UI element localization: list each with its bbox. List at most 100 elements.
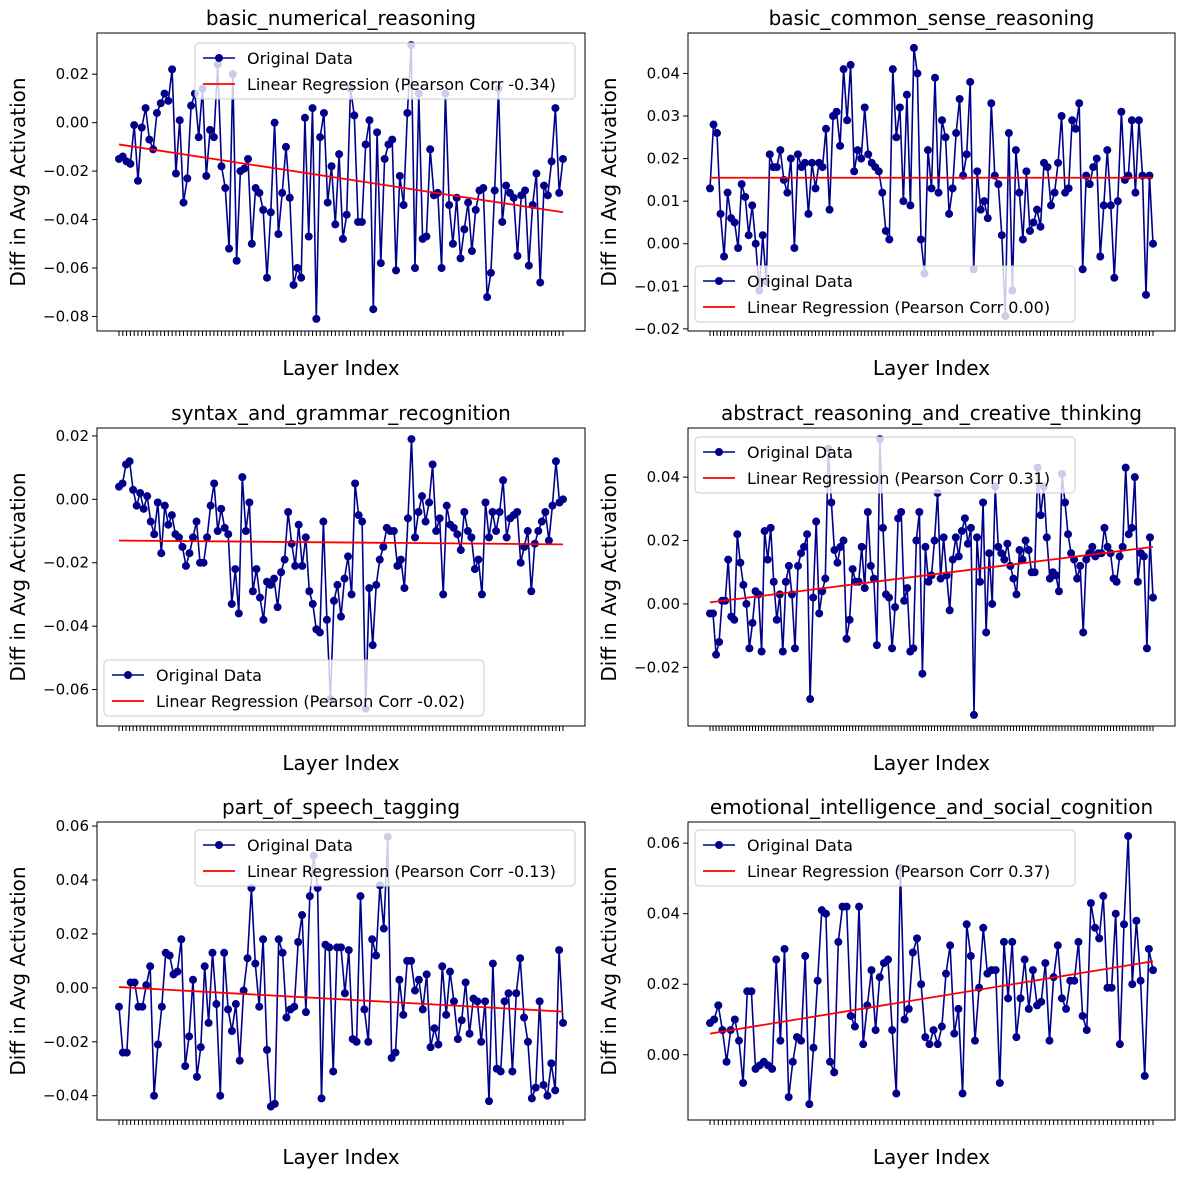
data-point (136, 488, 145, 497)
data-point (142, 981, 151, 990)
data-point (145, 135, 154, 144)
data-point (801, 952, 810, 961)
data-point (153, 498, 162, 507)
data-point (739, 580, 748, 589)
data-point (380, 154, 389, 163)
data-point (327, 162, 336, 171)
data-point (426, 145, 435, 154)
data-point (486, 268, 495, 277)
data-point (280, 555, 289, 564)
x-axis-label: Layer Index (282, 751, 399, 775)
data-point (437, 264, 446, 273)
data-point (1071, 124, 1080, 133)
data-point (1128, 980, 1137, 989)
data-point (206, 501, 215, 510)
data-point (1113, 197, 1122, 206)
data-point (544, 536, 553, 545)
data-point (969, 710, 978, 719)
data-point (1132, 916, 1141, 925)
data-point (421, 517, 430, 526)
y-tick-label: −0.01 (634, 277, 680, 295)
data-point (434, 1040, 443, 1049)
data-point (132, 501, 141, 510)
data-point (836, 542, 845, 551)
data-point (793, 150, 802, 159)
data-point (994, 180, 1003, 189)
data-point (1117, 107, 1126, 116)
legend-marker (124, 671, 132, 679)
data-point (146, 962, 155, 971)
data-point (512, 989, 521, 998)
data-point (885, 235, 894, 244)
legend-label-original: Original Data (747, 443, 853, 462)
data-point (473, 997, 482, 1006)
data-point (297, 273, 306, 282)
data-point (391, 1048, 400, 1057)
data-point (781, 577, 790, 586)
data-point (1073, 574, 1082, 583)
data-point (523, 1037, 532, 1046)
data-point (118, 479, 127, 488)
data-point (344, 946, 353, 955)
data-point (936, 574, 945, 583)
data-point (1028, 966, 1037, 975)
data-point (465, 1029, 474, 1038)
data-point (768, 1064, 777, 1073)
y-tick-label: 0.02 (56, 427, 89, 445)
data-point (892, 1089, 901, 1098)
data-point (730, 218, 739, 227)
data-point (274, 230, 283, 239)
regression-line (709, 545, 1154, 604)
data-point (780, 944, 789, 953)
data-point (850, 1022, 859, 1031)
data-point (845, 615, 854, 624)
data-point (270, 118, 279, 127)
data-point (204, 1018, 213, 1027)
data-point (411, 264, 419, 273)
data-point (231, 565, 240, 574)
data-point (192, 1072, 201, 1081)
data-point (456, 546, 465, 555)
data-point (1107, 983, 1116, 992)
x-axis-label: Layer Index (282, 1145, 399, 1169)
data-point (850, 167, 859, 176)
y-axis-label: Diff in Avg Activation (6, 472, 30, 681)
data-point (821, 909, 830, 918)
data-point (951, 533, 960, 542)
data-point (747, 987, 756, 996)
data-point (1062, 1004, 1071, 1013)
y-tick-label: −0.04 (43, 617, 89, 635)
data-point (1127, 116, 1136, 125)
data-point (712, 650, 721, 659)
data-point (954, 1004, 963, 1013)
data-point (175, 116, 184, 125)
data-point (1149, 966, 1157, 975)
data-point (1092, 154, 1101, 163)
data-point (1076, 561, 1085, 570)
regression-line (118, 986, 564, 1013)
data-point (724, 555, 733, 564)
legend (103, 659, 485, 717)
data-point (551, 1086, 560, 1095)
data-point (305, 587, 314, 596)
data-point (477, 590, 486, 599)
y-tick-label: −0.04 (43, 211, 89, 229)
data-point (899, 197, 908, 206)
data-point (776, 146, 785, 155)
data-point (921, 1033, 930, 1042)
data-point (803, 530, 812, 539)
y-tick-label: 0.00 (56, 490, 89, 508)
data-point (1074, 937, 1083, 946)
data-point (730, 1015, 739, 1024)
data-point (723, 188, 732, 197)
regression-line (118, 143, 564, 214)
data-point (822, 124, 831, 133)
data-point (846, 60, 855, 69)
data-point (709, 609, 718, 618)
data-point (174, 533, 183, 542)
data-point (839, 536, 848, 545)
data-point (1127, 523, 1136, 532)
data-point (716, 209, 725, 218)
data-point (804, 209, 813, 218)
data-point (1024, 1004, 1033, 1013)
